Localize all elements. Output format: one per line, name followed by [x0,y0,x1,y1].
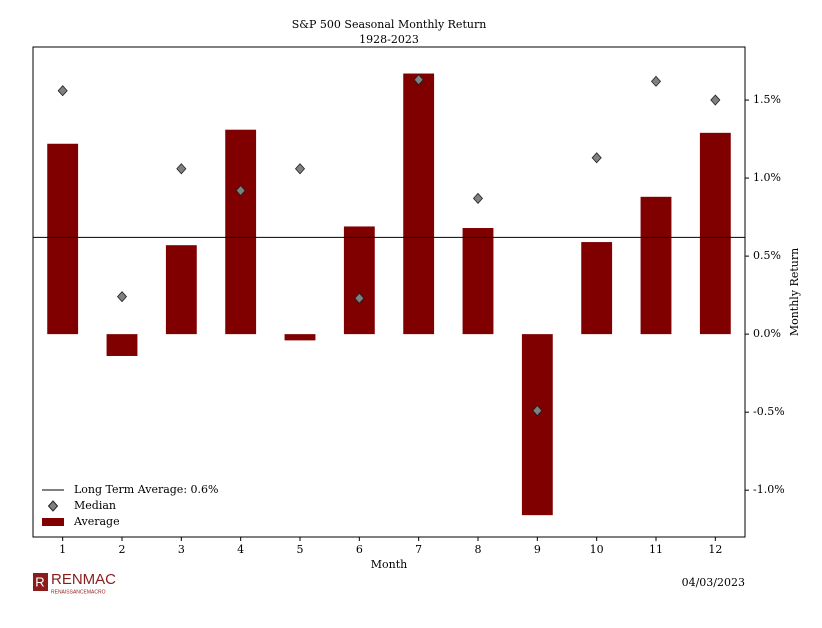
median-marker [472,192,484,204]
x-tick-label: 2 [119,543,126,556]
bar [165,245,197,335]
x-tick-label: 10 [590,543,604,556]
bar [462,228,494,335]
logo-letter: R [35,574,44,589]
bar [699,132,731,335]
plot-frame [32,46,746,538]
bar [284,334,316,341]
date: 04/03/2023 [682,576,745,589]
y-tick-label: -1.0% [753,483,785,496]
median-marker [532,405,543,417]
x-tick-label: 8 [475,543,482,556]
y-tick-label: 0.5% [753,249,781,262]
y-axis-label: Monthly Return [788,248,801,336]
bar [343,226,375,335]
x-tick-label: 7 [415,543,422,556]
x-axis-label: Month [371,558,407,571]
bar [47,143,79,335]
median-marker [413,74,424,86]
median-marker [235,184,246,197]
median-marker [354,292,365,304]
brand-name: RENMAC [51,571,116,588]
median-marker [294,163,306,175]
logo-mark [33,573,48,591]
y-tick-label: 0.0% [753,327,781,340]
chart-subtitle: 1928-2023 [359,33,419,46]
y-tick-label: -0.5% [753,405,785,418]
y-tick-label: 1.0% [753,171,781,184]
bar [521,334,553,516]
median-marker [116,291,128,303]
median-marker [176,163,187,175]
median-marker [650,75,662,87]
legend-label: Average [73,515,120,528]
legend-label: Median [74,499,116,512]
y-tick-label: 1.5% [753,93,781,106]
legend-swatch [42,518,64,526]
x-tick-label: 1 [59,543,66,556]
brand-tagline: RENAISSANCEMACRO [51,589,106,595]
x-tick-label: 5 [297,543,304,556]
x-tick-label: 11 [649,543,663,556]
x-tick-label: 6 [356,543,363,556]
x-tick-label: 9 [534,543,541,556]
bar [403,73,435,335]
bar [225,129,257,335]
bar [581,242,613,335]
legend-label: Long Term Average: 0.6% [74,483,218,496]
legend-marker [47,500,59,512]
median-marker [591,152,602,164]
chart-title: S&P 500 Seasonal Monthly Return [292,18,487,31]
bar [640,196,672,335]
x-tick-label: 3 [178,543,185,556]
median-marker [710,94,721,106]
x-tick-label: 4 [237,543,244,556]
median-marker [57,85,68,97]
x-tick-label: 12 [708,543,722,556]
bar [106,334,138,356]
